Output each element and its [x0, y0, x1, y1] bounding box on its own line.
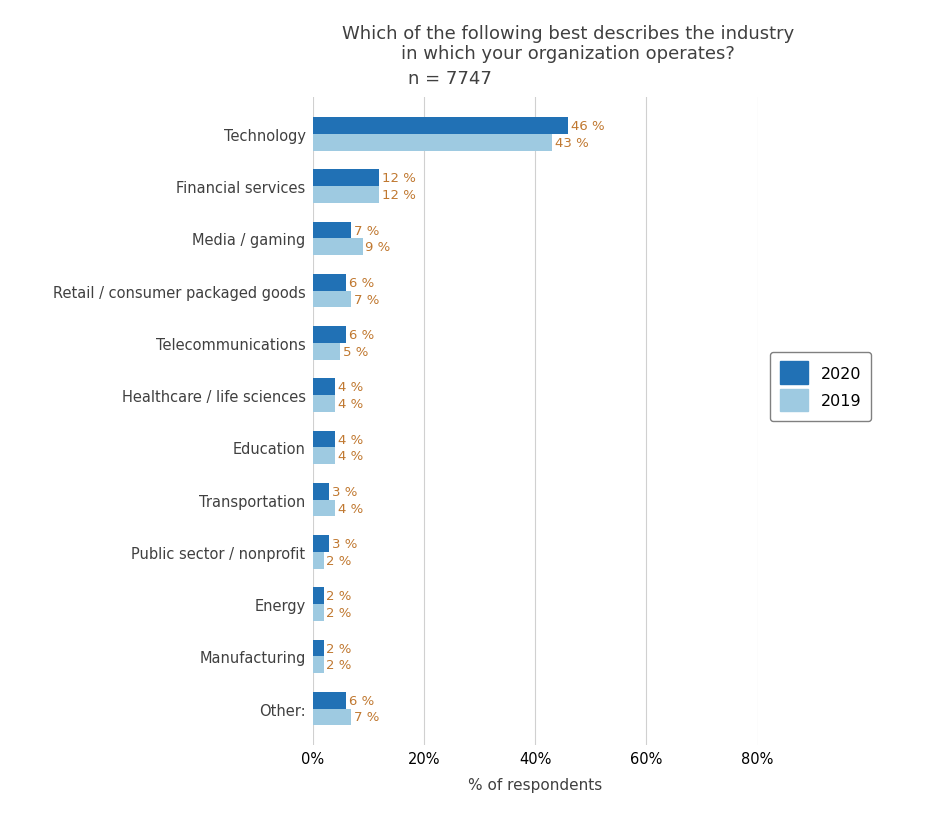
Bar [313, 657, 324, 673]
Text: 2 %: 2 % [327, 658, 351, 672]
Bar [313, 396, 335, 413]
Text: 9 %: 9 % [366, 241, 390, 254]
Text: 2 %: 2 % [327, 554, 351, 567]
Text: 12 %: 12 % [382, 172, 416, 185]
Bar [313, 135, 552, 152]
Bar [313, 448, 335, 464]
Text: 7 %: 7 % [354, 293, 380, 306]
Bar [313, 536, 330, 552]
Bar [313, 343, 340, 360]
Text: 3 %: 3 % [332, 537, 357, 550]
Bar [313, 692, 346, 708]
Text: 43 %: 43 % [555, 137, 588, 150]
Text: in which your organization operates?: in which your organization operates? [402, 45, 735, 63]
Text: 4 %: 4 % [337, 450, 363, 463]
Bar [313, 379, 335, 396]
Bar [313, 239, 363, 256]
Bar [313, 292, 351, 308]
Bar [313, 327, 346, 343]
Bar [313, 431, 335, 448]
Bar [313, 274, 346, 292]
Bar [313, 604, 324, 621]
Text: Which of the following best describes the industry: Which of the following best describes th… [342, 25, 795, 43]
Text: 2 %: 2 % [327, 642, 351, 654]
Text: 6 %: 6 % [348, 694, 374, 707]
Bar [313, 170, 379, 187]
Text: 6 %: 6 % [348, 277, 374, 289]
Bar [313, 588, 324, 604]
Text: 4 %: 4 % [337, 502, 363, 515]
Bar [313, 500, 335, 517]
Text: 6 %: 6 % [348, 328, 374, 342]
Bar [313, 223, 351, 239]
Legend: 2020, 2019: 2020, 2019 [770, 352, 871, 421]
Text: 3 %: 3 % [332, 485, 357, 498]
Text: 46 %: 46 % [571, 120, 605, 133]
X-axis label: % of respondents: % of respondents [468, 777, 602, 792]
Text: 5 %: 5 % [343, 346, 368, 359]
Text: n = 7747: n = 7747 [408, 70, 491, 88]
Text: 7 %: 7 % [354, 711, 380, 724]
Text: 12 %: 12 % [382, 189, 416, 201]
Bar [313, 187, 379, 204]
Text: 4 %: 4 % [337, 433, 363, 446]
Bar [313, 552, 324, 569]
Text: 2 %: 2 % [327, 606, 351, 619]
Bar [313, 640, 324, 657]
Bar [313, 118, 568, 135]
Bar [313, 708, 351, 726]
Text: 7 %: 7 % [354, 224, 380, 238]
Text: 2 %: 2 % [327, 590, 351, 603]
Bar [313, 483, 330, 500]
Text: 4 %: 4 % [337, 397, 363, 410]
Text: 4 %: 4 % [337, 381, 363, 394]
